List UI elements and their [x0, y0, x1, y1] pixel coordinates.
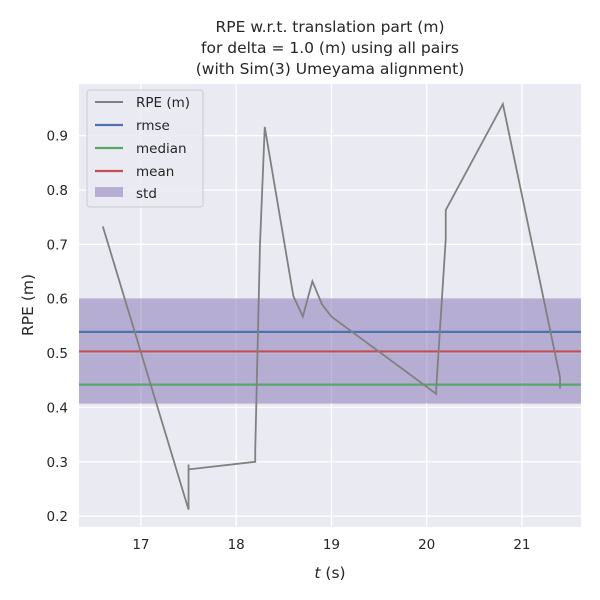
y-tick-label: 0.9	[47, 129, 68, 145]
legend-swatch-std	[95, 187, 123, 197]
legend-label-std: std	[136, 186, 157, 202]
series-layer	[101, 101, 561, 510]
x-tick-label: 19	[323, 537, 340, 553]
x-tick-label: 21	[513, 537, 530, 553]
legend-label-rmse: rmse	[136, 118, 170, 134]
chart-title-line-3: (with Sim(3) Umeyama alignment)	[196, 60, 465, 78]
legend-label-rpe: RPE (m)	[136, 95, 190, 111]
x-tick-label: 18	[228, 537, 245, 553]
tick-labels: 17 18 19 20 21 0.2 0.3 0.4 0.5 0.6 0.7 0.8 0.9	[47, 129, 531, 553]
legend-box	[86, 89, 204, 208]
y-tick-label: 0.7	[47, 237, 68, 253]
y-tick-label: 0.6	[47, 292, 68, 308]
y-tick-label: 0.2	[47, 509, 68, 525]
legend-label-median: median	[136, 141, 187, 157]
chart-title: RPE w.r.t. translation part (m) for delt…	[196, 18, 465, 78]
y-axis-label: RPE (m)	[19, 274, 37, 336]
chart-title-line-2: for delta = 1.0 (m) using all pairs	[201, 39, 459, 57]
rpe-series-line	[101, 101, 561, 510]
x-axis-label: t (s)	[314, 564, 345, 582]
x-axis-label-unit: (s)	[320, 564, 345, 582]
y-tick-label: 0.4	[47, 400, 68, 416]
x-tick-label: 17	[132, 537, 149, 553]
y-tick-label: 0.8	[47, 183, 68, 199]
stat-lines	[79, 330, 581, 386]
x-axis-label-variable: t	[314, 564, 321, 582]
legend-label-mean: mean	[136, 164, 174, 180]
legend: RPE (m) rmse median mean std	[86, 89, 204, 208]
y-tick-label: 0.3	[47, 455, 68, 471]
y-tick-label: 0.5	[47, 346, 68, 362]
x-tick-label: 20	[418, 537, 435, 553]
chart-title-line-1: RPE w.r.t. translation part (m)	[215, 18, 444, 36]
